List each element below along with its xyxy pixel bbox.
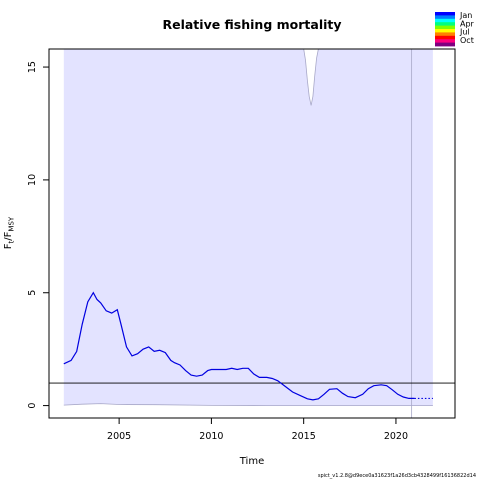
legend-swatch (435, 29, 455, 33)
x-axis: 2005 2010 2015 2020 (107, 418, 408, 442)
y-label-base: F (3, 243, 14, 249)
legend-swatch (435, 35, 455, 40)
chart-title: Relative fishing mortality (162, 17, 341, 32)
plot-frame (48, 48, 456, 419)
legend-label: Apr (460, 19, 475, 28)
y-tick-label: 15 (27, 61, 38, 73)
confidence-band (63, 49, 433, 406)
legend-label: Jul (459, 28, 470, 37)
x-tick-label: 2005 (107, 431, 131, 442)
x-tick-label: 2010 (199, 431, 223, 442)
legend-swatch (435, 18, 455, 23)
y-tick-label: 0 (27, 403, 38, 409)
ci-upper-line (303, 48, 319, 106)
version-footnote: spict_v1.2.8@d9ece0a31623f1a26d3cb432849… (318, 473, 476, 479)
legend-swatch (435, 12, 455, 16)
legend-label: Oct (460, 36, 474, 45)
legend-swatch (435, 42, 455, 47)
legend-swatch (435, 32, 455, 37)
legend-swatch (435, 39, 455, 43)
legend-swatch (435, 15, 455, 20)
estimate-line (63, 291, 415, 401)
x-tick-label: 2020 (384, 431, 408, 442)
x-tick-label: 2015 (292, 431, 316, 442)
legend-swatch (435, 22, 455, 26)
y-tick-label: 5 (27, 290, 38, 296)
plot-area (49, 48, 455, 418)
x-axis-label: Time (239, 456, 264, 467)
y-label-sub-msy: MSY (8, 216, 16, 231)
legend-label: Jan (459, 11, 472, 20)
y-axis-label: Ft/FMSY (3, 216, 16, 249)
legend-swatch (435, 25, 455, 30)
y-tick-label: 10 (27, 174, 38, 186)
ci-lower-line (63, 403, 433, 406)
y-label-sub-t: t (8, 240, 16, 243)
y-label-sep: /F (3, 231, 14, 240)
y-axis: 0 5 10 15 (27, 61, 49, 409)
